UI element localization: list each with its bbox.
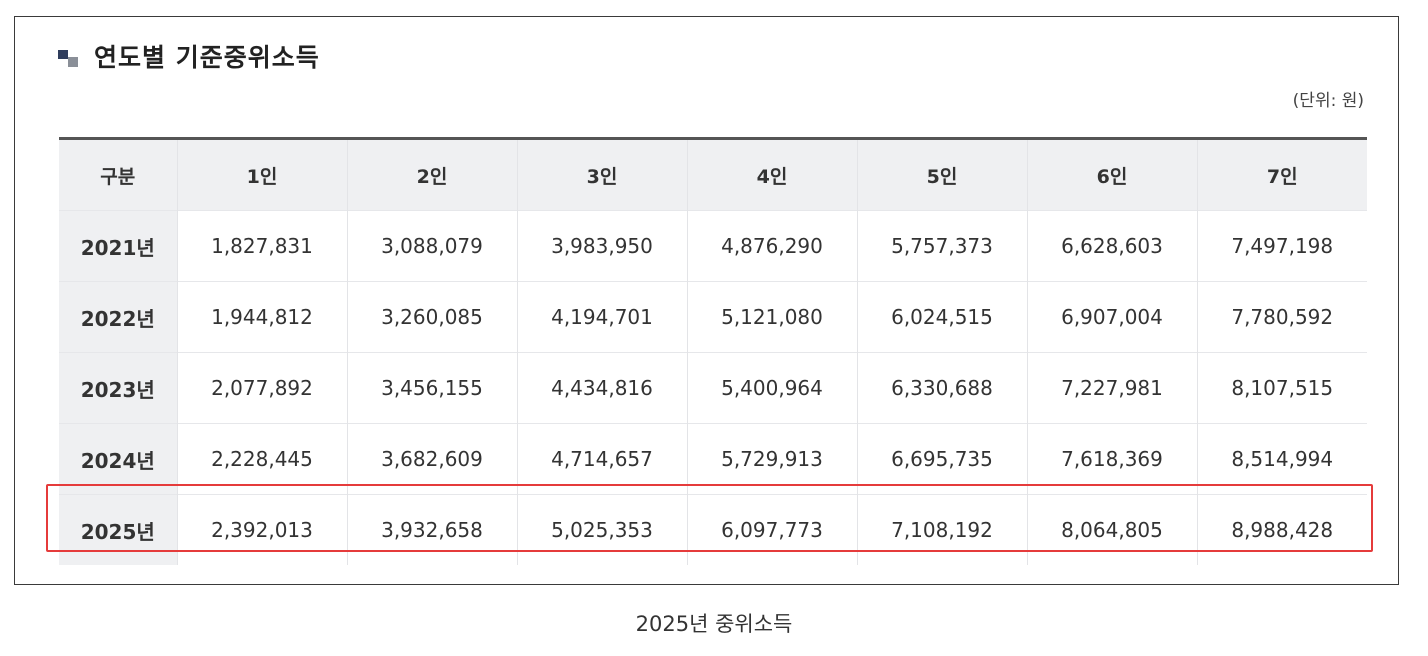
value-cell: 7,108,192 [856,494,1027,565]
value-cell: 3,088,079 [346,210,517,282]
table-row: 2021년 1,827,831 3,088,079 3,983,950 4,87… [59,210,1367,282]
square-bullet-icon [58,46,78,67]
row-highlight-box [46,484,1373,552]
table-row: 2024년 2,228,445 3,682,609 4,714,657 5,72… [59,423,1367,495]
year-cell: 2021년 [59,210,177,282]
table-row: 2022년 1,944,812 3,260,085 4,194,701 5,12… [59,281,1367,353]
value-cell: 5,757,373 [856,210,1027,282]
header-cell: 4인 [686,138,857,211]
header-cell: 5인 [856,138,1027,211]
value-cell: 5,400,964 [686,352,857,424]
value-cell: 8,107,515 [1196,352,1367,424]
table-row-highlighted: 2025년 2,392,013 3,932,658 5,025,353 6,09… [59,494,1367,565]
value-cell: 6,330,688 [856,352,1027,424]
header-cell: 2인 [346,138,517,211]
value-cell: 3,456,155 [346,352,517,424]
value-cell: 2,228,445 [176,423,347,495]
year-cell: 2024년 [59,423,177,495]
value-cell: 6,097,773 [686,494,857,565]
unit-note: (단위: 원) [1292,91,1364,111]
value-cell: 1,944,812 [176,281,347,353]
value-cell: 8,064,805 [1026,494,1197,565]
value-cell: 2,077,892 [176,352,347,424]
year-cell: 2023년 [59,352,177,424]
image-caption: 2025년 중위소득 [635,612,793,636]
year-cell: 2022년 [59,281,177,353]
value-cell: 4,714,657 [516,423,687,495]
value-cell: 8,988,428 [1196,494,1367,565]
content-frame: 연도별 기준중위소득 (단위: 원) 구분 1인 2인 3인 4인 5인 6인 … [14,16,1399,585]
value-cell: 5,121,080 [686,281,857,353]
header-cell: 7인 [1196,138,1367,211]
section-title: 연도별 기준중위소득 [58,39,320,73]
header-cell: 6인 [1026,138,1197,211]
value-cell: 7,618,369 [1026,423,1197,495]
value-cell: 7,227,981 [1026,352,1197,424]
value-cell: 5,729,913 [686,423,857,495]
value-cell: 4,194,701 [516,281,687,353]
value-cell: 4,876,290 [686,210,857,282]
table-row: 2023년 2,077,892 3,456,155 4,434,816 5,40… [59,352,1367,424]
value-cell: 5,025,353 [516,494,687,565]
value-cell: 1,827,831 [176,210,347,282]
value-cell: 3,983,950 [516,210,687,282]
title-text: 연도별 기준중위소득 [94,43,320,72]
value-cell: 6,907,004 [1026,281,1197,353]
value-cell: 3,682,609 [346,423,517,495]
value-cell: 3,932,658 [346,494,517,565]
value-cell: 6,628,603 [1026,210,1197,282]
income-table: 구분 1인 2인 3인 4인 5인 6인 7인 2021년 1,827,831 … [59,137,1367,565]
value-cell: 6,024,515 [856,281,1027,353]
header-cell: 3인 [516,138,687,211]
value-cell: 7,780,592 [1196,281,1367,353]
table-header-row: 구분 1인 2인 3인 4인 5인 6인 7인 [59,138,1367,211]
value-cell: 3,260,085 [346,281,517,353]
value-cell: 4,434,816 [516,352,687,424]
value-cell: 7,497,198 [1196,210,1367,282]
value-cell: 8,514,994 [1196,423,1367,495]
year-cell: 2025년 [59,494,177,565]
header-cell: 1인 [176,138,347,211]
value-cell: 2,392,013 [176,494,347,565]
header-cell: 구분 [59,138,177,211]
value-cell: 6,695,735 [856,423,1027,495]
